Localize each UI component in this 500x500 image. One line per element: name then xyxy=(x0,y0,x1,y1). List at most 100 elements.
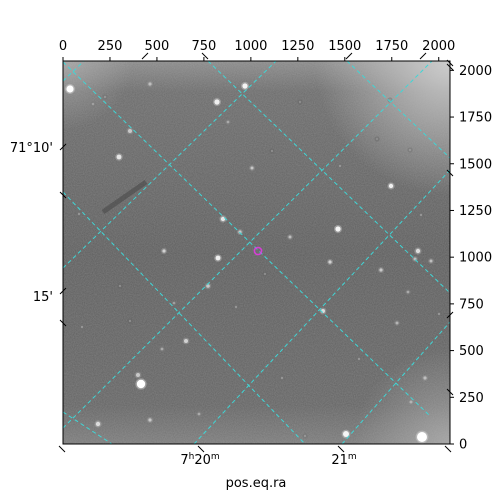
ra-tick-label-1: 7h20m xyxy=(180,452,219,468)
star xyxy=(388,183,394,189)
top-tick-label: 0 xyxy=(59,39,67,54)
right-tick-label: 0 xyxy=(459,438,467,453)
star xyxy=(116,154,122,160)
star xyxy=(128,129,132,133)
axis-ticks: 0 250 500 750 1000 1250 1500 1750 2000 0 250 500 750… xyxy=(58,39,492,453)
ra-tick-label-2: 21m xyxy=(331,452,356,468)
star xyxy=(148,418,152,422)
right-tick-label: 500 xyxy=(459,344,484,359)
sky-image xyxy=(63,61,450,444)
star xyxy=(136,379,146,389)
grid-line xyxy=(63,411,113,444)
star xyxy=(238,230,242,234)
star xyxy=(437,312,441,316)
wcs-tick xyxy=(446,311,454,319)
star xyxy=(226,120,230,124)
star xyxy=(128,319,132,323)
right-tick-label: 1500 xyxy=(459,157,492,172)
grid-line xyxy=(63,61,277,269)
target-marker xyxy=(253,246,263,256)
dec-tick-label-2: 15' xyxy=(33,290,53,305)
right-tick-label: 250 xyxy=(459,391,484,406)
wcs-tick xyxy=(58,445,66,453)
top-tick-label: 1250 xyxy=(281,39,314,54)
star xyxy=(95,421,101,427)
star xyxy=(242,83,248,89)
star xyxy=(288,235,292,239)
wcs-tick xyxy=(59,143,67,151)
wcs-tick xyxy=(337,445,345,453)
star xyxy=(66,85,74,93)
star xyxy=(406,290,410,294)
star xyxy=(408,148,412,152)
star xyxy=(409,400,413,404)
star xyxy=(80,325,84,329)
star xyxy=(357,357,361,361)
star xyxy=(423,376,427,380)
right-tick-label: 1750 xyxy=(459,111,492,126)
star xyxy=(215,255,221,261)
star xyxy=(184,339,188,343)
right-tick-label: 2000 xyxy=(459,64,492,79)
star xyxy=(197,412,201,416)
dec-tick-label-1: 71°10' xyxy=(10,141,53,156)
star xyxy=(148,82,152,86)
wcs-tick xyxy=(141,52,149,60)
top-tick-label: 1750 xyxy=(375,39,408,54)
star xyxy=(136,373,140,377)
plot-frame xyxy=(62,60,451,445)
star xyxy=(328,260,332,264)
star xyxy=(338,164,342,168)
grid-line xyxy=(341,321,450,444)
wcs-tick xyxy=(419,52,427,60)
x-axis-label: pos.eq.ra xyxy=(226,476,287,491)
star xyxy=(429,259,433,263)
wcs-tick xyxy=(59,319,67,327)
wcs-tick xyxy=(59,287,67,295)
top-tick-label: 1500 xyxy=(328,39,361,54)
coordinate-grid xyxy=(63,61,450,444)
star xyxy=(343,431,349,437)
star xyxy=(375,137,379,141)
star xyxy=(379,268,383,272)
right-tick-label: 1000 xyxy=(459,251,492,266)
grid-line xyxy=(63,61,433,429)
wcs-tick xyxy=(345,52,353,60)
star xyxy=(417,432,427,442)
grid-line xyxy=(63,61,85,82)
star xyxy=(335,226,341,232)
star xyxy=(298,100,302,104)
top-tick-label: 500 xyxy=(145,39,170,54)
star xyxy=(206,284,210,288)
right-tick-label: 750 xyxy=(459,297,484,312)
star xyxy=(280,376,284,380)
star xyxy=(303,434,307,438)
wcs-tick xyxy=(446,388,454,396)
wcs-tick xyxy=(444,445,452,453)
grid-line xyxy=(346,61,450,159)
star xyxy=(270,149,274,153)
star xyxy=(103,95,107,99)
top-tick-label: 2000 xyxy=(422,39,455,54)
wcs-tick xyxy=(59,191,67,199)
star xyxy=(172,301,176,305)
star xyxy=(234,305,238,309)
star xyxy=(118,284,122,288)
star xyxy=(419,213,423,217)
star xyxy=(77,212,81,216)
wcs-tick xyxy=(201,52,209,60)
star xyxy=(160,347,164,351)
grid-line xyxy=(63,191,306,444)
star xyxy=(263,272,267,276)
star xyxy=(395,321,399,325)
star xyxy=(250,166,254,170)
top-tick-label: 750 xyxy=(191,39,216,54)
top-tick-label: 1000 xyxy=(234,39,267,54)
wcs-tick xyxy=(446,169,454,177)
star xyxy=(91,102,95,106)
star xyxy=(214,99,220,105)
star xyxy=(415,248,421,254)
top-tick-label: 250 xyxy=(98,39,123,54)
wcs-tick xyxy=(197,445,205,453)
